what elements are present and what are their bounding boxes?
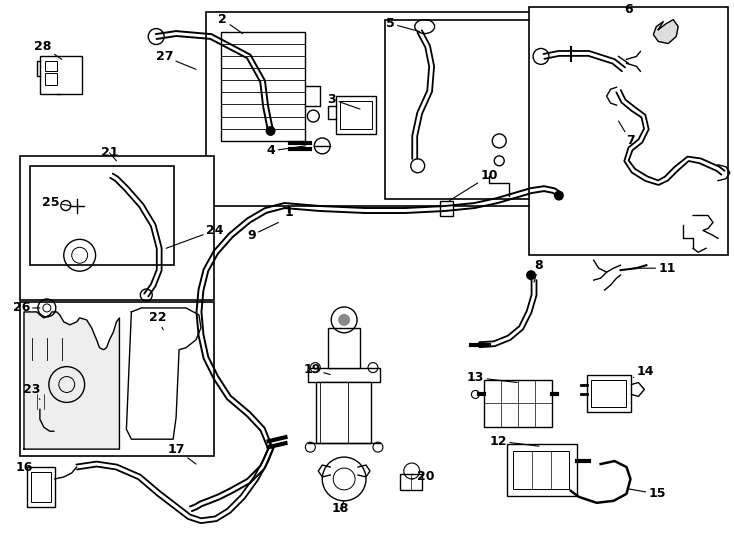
Text: 20: 20 — [412, 470, 435, 483]
Bar — [316, 382, 371, 443]
Text: 12: 12 — [490, 435, 539, 448]
Bar — [20, 156, 214, 300]
Text: 19: 19 — [304, 363, 330, 376]
Bar — [586, 375, 631, 413]
Bar — [221, 31, 305, 141]
Text: 21: 21 — [101, 146, 118, 161]
Polygon shape — [653, 19, 678, 44]
Bar — [31, 472, 51, 502]
Bar — [529, 6, 728, 255]
Text: 3: 3 — [327, 93, 360, 109]
Bar — [507, 444, 577, 496]
Text: 17: 17 — [167, 443, 196, 464]
Text: 14: 14 — [633, 365, 654, 378]
Circle shape — [266, 126, 275, 136]
Circle shape — [526, 270, 536, 280]
Text: 4: 4 — [266, 144, 305, 157]
Bar — [328, 328, 360, 368]
Bar — [484, 380, 552, 427]
Text: 26: 26 — [12, 301, 40, 314]
Bar — [385, 19, 534, 199]
Text: 15: 15 — [628, 488, 666, 501]
Text: 18: 18 — [332, 501, 349, 515]
Bar — [513, 451, 569, 489]
Text: 2: 2 — [219, 13, 243, 33]
Text: 25: 25 — [43, 196, 70, 209]
Text: 10: 10 — [449, 169, 498, 200]
Bar — [27, 467, 55, 507]
Polygon shape — [24, 312, 120, 449]
Text: 5: 5 — [386, 17, 420, 31]
Bar — [440, 200, 454, 217]
Bar — [40, 56, 81, 94]
Text: 7: 7 — [619, 121, 635, 147]
Text: 23: 23 — [23, 383, 40, 400]
Bar — [336, 96, 376, 134]
Bar — [206, 12, 539, 206]
Bar — [30, 394, 52, 409]
Bar — [591, 380, 627, 407]
Text: 8: 8 — [534, 259, 543, 282]
Text: 13: 13 — [467, 371, 517, 384]
Bar — [20, 302, 214, 456]
Bar — [308, 368, 380, 382]
Text: 28: 28 — [34, 40, 62, 59]
Text: 16: 16 — [15, 461, 33, 474]
Text: 9: 9 — [247, 222, 278, 242]
Text: 27: 27 — [156, 50, 196, 69]
Bar — [30, 166, 174, 265]
Bar — [340, 101, 372, 129]
Bar — [400, 474, 421, 490]
Text: 6: 6 — [624, 3, 633, 16]
Circle shape — [338, 314, 350, 326]
Bar — [45, 73, 57, 85]
Text: 1: 1 — [284, 206, 293, 219]
Circle shape — [554, 191, 564, 200]
Bar — [45, 62, 57, 71]
Text: 11: 11 — [633, 262, 676, 275]
Text: 24: 24 — [166, 224, 223, 248]
Text: 22: 22 — [149, 312, 167, 330]
